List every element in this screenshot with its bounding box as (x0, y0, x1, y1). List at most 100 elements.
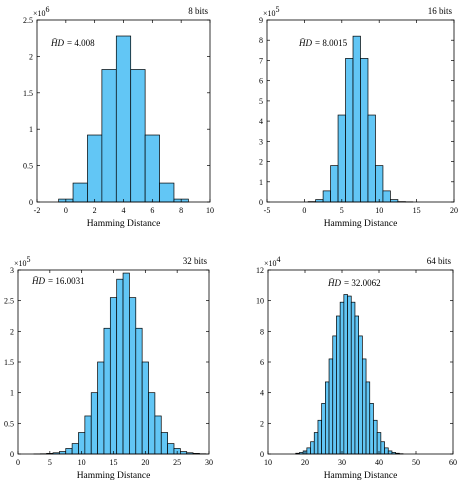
histogram-bar (369, 403, 374, 455)
mean-annotation: H̄D = 16.0031 (31, 276, 85, 286)
histogram-bar (322, 190, 331, 203)
x-axis-label: Hamming Distance (324, 471, 398, 481)
x-axis-label: Hamming Distance (77, 471, 151, 481)
histogram-bar (97, 361, 105, 455)
histogram-bar (84, 415, 92, 455)
y-tick-label: 3 (10, 266, 14, 275)
histogram-bar (122, 272, 130, 455)
y-tick-label: 9 (259, 16, 263, 25)
x-tick-label: 15 (110, 458, 118, 467)
x-tick-label: 0 (64, 206, 68, 215)
y-tick-label: 4 (259, 117, 263, 126)
histogram-bar (109, 297, 118, 455)
histogram-bar (362, 358, 367, 455)
y-tick-label: 1 (259, 178, 263, 187)
histogram-bar (141, 361, 149, 455)
y-tick-label: 2 (260, 419, 264, 428)
histogram-bar (376, 432, 382, 455)
y-tick-label: 5 (259, 97, 263, 106)
histogram-bar (90, 392, 98, 455)
y-tick-label: 10 (256, 297, 264, 306)
histogram-bar (328, 358, 334, 455)
x-tick-label: 20 (301, 458, 309, 467)
histogram-bar (159, 182, 175, 203)
y-tick-label: 0 (10, 450, 14, 459)
histogram-bar (71, 443, 79, 455)
histogram-bar (336, 315, 341, 455)
y-tick-label: 4 (260, 389, 264, 398)
x-tick-label: 20 (450, 206, 458, 215)
x-tick-label: -2 (34, 206, 41, 215)
chart-title: 32 bits (183, 256, 208, 266)
histogram-bar (345, 58, 354, 203)
x-tick-label: 8 (179, 206, 183, 215)
histogram-bar (72, 182, 88, 203)
x-tick-label: 2 (93, 206, 97, 215)
x-tick-label: 10 (206, 206, 214, 215)
y-tick-label: 12 (256, 266, 264, 275)
y-tick-label: 0 (260, 450, 264, 459)
histogram-bar (167, 443, 175, 455)
x-axis-label: Hamming Distance (87, 219, 161, 229)
histogram-bar (321, 403, 326, 455)
histogram-bar (358, 335, 363, 455)
y-tick-label: 3 (259, 137, 263, 146)
histogram-bar (337, 114, 346, 203)
histogram-bar (103, 327, 111, 455)
y-tick-label: 0.5 (4, 419, 14, 428)
histogram-bar (365, 381, 371, 455)
x-tick-label: 5 (340, 206, 344, 215)
histogram-bar (343, 294, 348, 455)
y-tick-label: 2.5 (4, 297, 14, 306)
mean-annotation: H̄D = 8.0015 (298, 38, 348, 48)
histogram-bar (65, 448, 73, 455)
chart-panel-4: 10 20 30 40 50 60 0 2 4 6 8 10 12×104 64 bits H̄D = 32.… (256, 255, 457, 481)
x-tick-label: 20 (141, 458, 149, 467)
y-tick-label: 1 (10, 389, 14, 398)
x-tick-label: 10 (375, 206, 383, 215)
y-tick-label: 8 (260, 327, 264, 336)
y-tick-label: 2 (259, 158, 263, 167)
x-tick-label: 25 (173, 458, 181, 467)
histogram-bar (373, 419, 378, 455)
x-tick-label: 60 (449, 458, 457, 467)
histogram-bar (325, 381, 330, 455)
y-tick-label: 6 (259, 77, 263, 86)
histogram-bar (148, 392, 156, 455)
chart-panel-3: 0 5 10 15 20 25 30 0 0.5 1 1.5 2 2.5 3×105 32 bits H̄D =… (4, 255, 213, 481)
histogram-bar (354, 315, 360, 455)
histogram-bar (352, 35, 361, 203)
y-tick-label: 7 (259, 56, 263, 65)
histogram-bar (382, 190, 391, 203)
histogram-bar (317, 419, 323, 455)
histogram-bar (310, 441, 315, 455)
y-tick-label: 2 (10, 327, 14, 336)
y-tick-label: 2 (29, 52, 33, 61)
histogram-bar (78, 432, 86, 455)
histogram-bar (339, 301, 345, 455)
y-tick-label: 8 (259, 36, 263, 45)
histogram-bar (135, 327, 143, 455)
x-tick-label: 30 (338, 458, 346, 467)
y-tick-label: 1.5 (23, 89, 33, 98)
histogram-bar (130, 69, 146, 203)
mean-annotation: H̄D = 32.0062 (327, 278, 381, 288)
histogram-bar (101, 69, 117, 203)
y-tick-label: 0.5 (23, 162, 33, 171)
x-tick-label: -5 (264, 206, 271, 215)
x-tick-label: 10 (78, 458, 86, 467)
x-tick-label: 40 (375, 458, 383, 467)
histogram-bar (154, 415, 162, 455)
histogram-bar (160, 432, 168, 455)
histogram-bar (87, 134, 103, 203)
histogram-bar (332, 335, 337, 455)
x-tick-label: 30 (205, 458, 213, 467)
histogram-bar (347, 295, 352, 455)
x-axis-label: Hamming Distance (324, 219, 398, 229)
y-multiplier: ×106 (33, 5, 50, 18)
y-tick-label: 0 (259, 198, 263, 207)
chart-title: 8 bits (188, 6, 208, 16)
